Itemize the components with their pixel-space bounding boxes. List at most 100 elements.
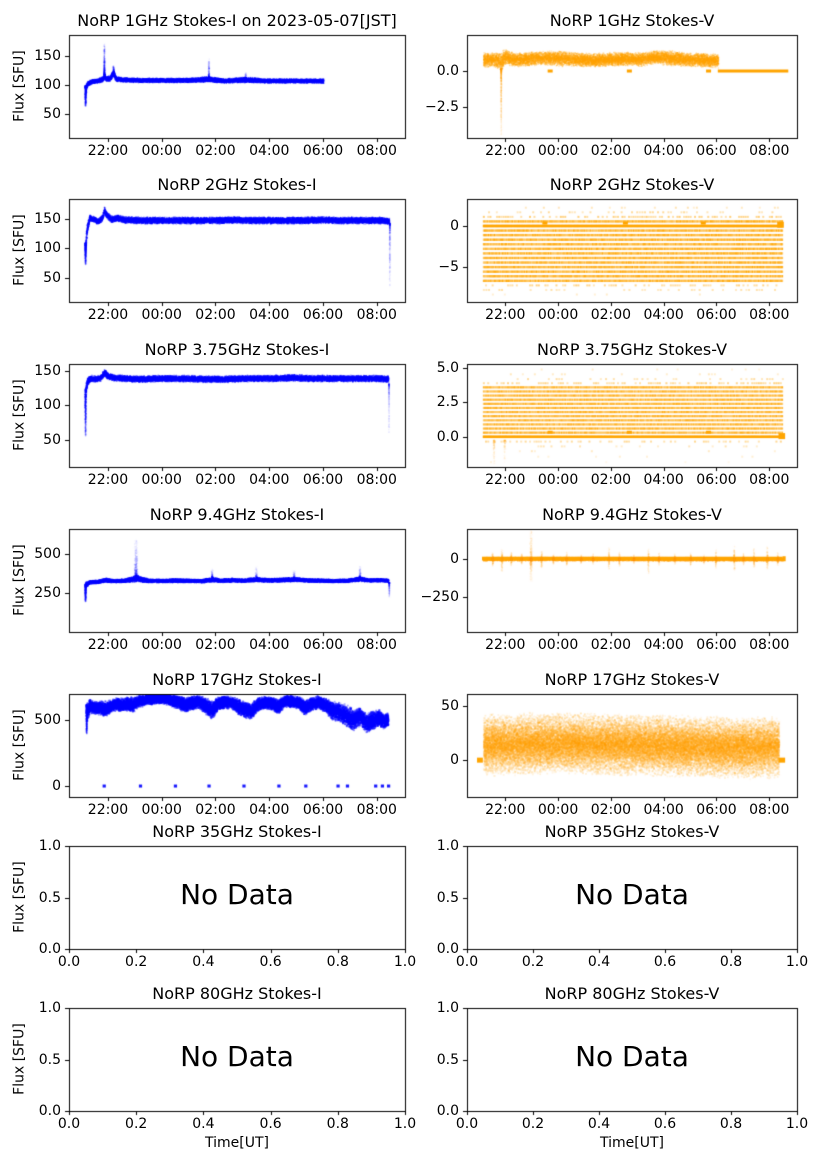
x-tick-label: 1.0 [393, 1116, 417, 1132]
x-tick-label: 04:00 [643, 472, 684, 488]
y-tick-label: 500 [34, 545, 61, 562]
x-tick-label: 04:00 [643, 637, 684, 653]
x-tick-label: 00:00 [141, 472, 182, 488]
x-tick-label: 06:00 [696, 637, 737, 653]
x-tick-label: 0.2 [521, 954, 545, 970]
x-tick-label: 08:00 [749, 637, 790, 653]
subplot-title: NoRP 80GHz Stokes-V [544, 984, 720, 1003]
y-tick-label: 100 [34, 77, 61, 94]
y-tick-label: 0.0 [436, 63, 459, 79]
y-tick-label: 1.0 [38, 1000, 61, 1016]
no-data-text: No Data [575, 877, 689, 911]
x-tick-label: 02:00 [590, 802, 632, 818]
y-tick-label: 50 [441, 697, 459, 714]
y-tick-label: 50 [43, 432, 61, 449]
y-tick-label: 0.0 [436, 941, 459, 957]
subplot-title: NoRP 80GHz Stokes-I [152, 984, 322, 1003]
x-tick-label: 08:00 [749, 472, 790, 488]
x-tick-label: 08:00 [356, 637, 397, 653]
x-tick-label: 0.6 [653, 954, 677, 970]
x-tick-label: 06:00 [696, 802, 737, 818]
x-tick-label: 0.8 [326, 954, 349, 970]
x-tick-label: 02:00 [195, 802, 236, 818]
y-tick-label: −250 [420, 588, 459, 605]
x-tick-label: 22:00 [87, 472, 129, 488]
x-tick-label: 0.4 [192, 1116, 215, 1132]
x-tick-label: 08:00 [356, 802, 397, 818]
no-data-text: No Data [180, 877, 294, 911]
x-tick-label: 22:00 [87, 802, 129, 818]
x-tick-label: 1.0 [393, 954, 417, 970]
x-tick-label: 0.4 [192, 954, 215, 970]
x-tick-label: 0.0 [57, 954, 81, 970]
x-tick-label: 00:00 [141, 802, 182, 818]
subplot-title: NoRP 17GHz Stokes-I [152, 670, 322, 689]
x-tick-label: 08:00 [749, 143, 790, 159]
x-tick-label: 02:00 [590, 307, 632, 323]
y-tick-label: 1.0 [38, 838, 61, 854]
y-tick-label: 5.0 [436, 360, 459, 377]
subplot-title: NoRP 35GHz Stokes-V [544, 822, 720, 841]
x-tick-label: 0.8 [326, 1116, 349, 1132]
x-tick-label: 0.6 [259, 1116, 282, 1132]
x-tick-label: 08:00 [356, 307, 397, 323]
y-tick-label: 0.0 [38, 941, 61, 957]
x-tick-label: 02:00 [195, 307, 236, 323]
y-tick-label: 150 [34, 210, 61, 227]
subplot-title: NoRP 2GHz Stokes-I [157, 175, 317, 194]
x-tick-label: 06:00 [302, 637, 344, 653]
y-tick-label: 50 [43, 270, 61, 287]
x-tick-label: 02:00 [195, 472, 236, 488]
y-tick-label: 0.5 [436, 1051, 459, 1068]
y-tick-label: 0.5 [436, 889, 459, 906]
subplot-title: NoRP 1GHz Stokes-V [549, 11, 715, 30]
x-tick-label: 08:00 [356, 472, 397, 488]
x-tick-label: 00:00 [537, 637, 579, 653]
x-tick-label: 22:00 [485, 143, 526, 159]
x-tick-label: 0.2 [521, 1116, 545, 1132]
x-tick-label: 22:00 [485, 307, 526, 323]
x-tick-label: 06:00 [696, 143, 737, 159]
y-tick-label: 0 [52, 778, 61, 795]
x-tick-label: 04:00 [643, 307, 684, 323]
x-tick-label: 22:00 [87, 637, 129, 653]
y-tick-label: 150 [34, 362, 61, 379]
y-tick-label: 150 [34, 47, 61, 64]
y-tick-label: 50 [43, 106, 61, 123]
y-tick-label: 1.0 [436, 1000, 459, 1016]
x-tick-label: 00:00 [141, 307, 182, 323]
x-tick-label: 04:00 [643, 802, 684, 818]
x-tick-label: 02:00 [590, 143, 632, 159]
subplot-title: NoRP 2GHz Stokes-V [549, 175, 715, 194]
y-tick-label: 0 [450, 550, 459, 567]
x-tick-label: 0.4 [587, 1116, 611, 1132]
y-tick-label: 0.5 [38, 1051, 61, 1068]
subplot-title: NoRP 3.75GHz Stokes-I [144, 340, 330, 359]
x-tick-label: 00:00 [141, 637, 182, 653]
x-tick-label: 08:00 [356, 143, 397, 159]
subplot-title: NoRP 35GHz Stokes-I [152, 822, 322, 841]
y-tick-label: 1.0 [436, 838, 459, 854]
x-axis-label: Time[UT] [600, 1135, 664, 1151]
x-tick-label: 0.0 [455, 1116, 479, 1132]
no-data-text: No Data [575, 1039, 689, 1073]
x-tick-label: 06:00 [302, 307, 344, 323]
x-tick-label: 0.2 [125, 1116, 148, 1132]
y-tick-label: 100 [34, 240, 61, 257]
y-tick-label: 100 [34, 397, 61, 414]
x-tick-label: 1.0 [785, 954, 809, 970]
x-tick-label: 06:00 [302, 143, 344, 159]
x-tick-label: 04:00 [249, 472, 290, 488]
x-tick-label: 04:00 [249, 637, 290, 653]
x-tick-label: 00:00 [537, 472, 579, 488]
x-tick-label: 04:00 [643, 143, 684, 159]
x-tick-label: 00:00 [537, 307, 579, 323]
x-tick-label: 0.6 [653, 1116, 677, 1132]
x-tick-label: 00:00 [141, 143, 182, 159]
subplot-title: NoRP 17GHz Stokes-V [544, 670, 720, 689]
x-tick-label: 02:00 [590, 472, 632, 488]
x-tick-label: 06:00 [302, 802, 344, 818]
x-tick-label: 04:00 [249, 802, 290, 818]
x-tick-label: 08:00 [749, 307, 790, 323]
